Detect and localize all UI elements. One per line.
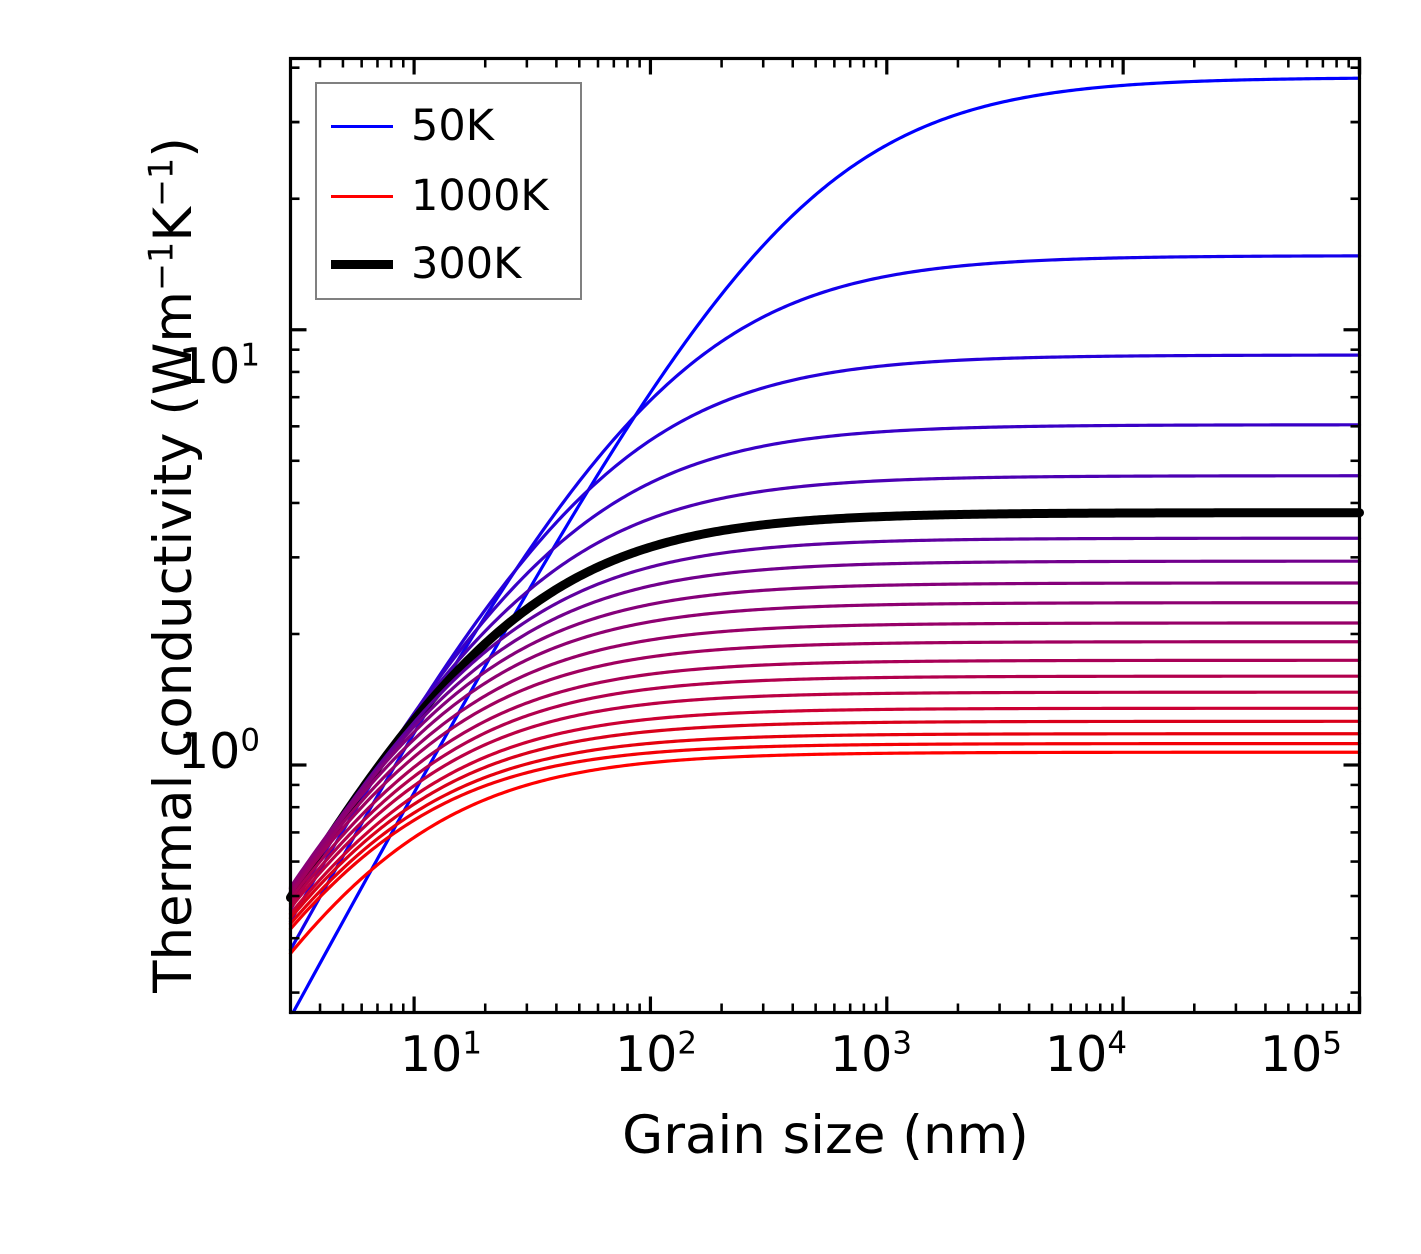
data-line-t4 [288, 423, 1362, 912]
y-axis-label-wrapper: Thermal conductivity (Wm−1K−1) [138, 75, 208, 1055]
data-line-t18 [288, 741, 1362, 931]
data-line-300k [286, 508, 1364, 903]
x-axis-label: Grain size (nm) [622, 1104, 1029, 1166]
y-axis-label: Thermal conductivity (Wm−1K−1) [140, 137, 204, 993]
axis-ticks [289, 58, 1362, 1013]
data-line-t16 [288, 719, 1362, 920]
legend-label-50k: 50K [411, 100, 494, 151]
data-line-t7 [288, 559, 1362, 891]
y-tick-label-0: 100 [178, 722, 260, 780]
data-line-t13 [288, 674, 1362, 906]
data-line-t15 [288, 706, 1362, 916]
legend-entry-50k: 50K [331, 100, 494, 151]
x-axis-label-wrapper: Grain size (nm) [290, 1100, 1361, 1170]
legend-swatch-50k [331, 124, 393, 128]
legend-label-1000k: 1000K [411, 170, 549, 221]
data-line-t6 [288, 536, 1362, 894]
legend-swatch-300k [331, 259, 393, 269]
data-line-t17 [288, 732, 1362, 926]
data-line-t11 [288, 640, 1362, 896]
legend: 50K 1000K 300K [315, 82, 582, 300]
data-line-t3 [288, 353, 1362, 923]
axes-frame [288, 56, 1362, 1015]
y-tick-label-1: 101 [178, 337, 260, 395]
data-line-t8 [288, 581, 1362, 889]
x-tick-label-5: 105 [1260, 1025, 1342, 1083]
data-line-t9 [288, 601, 1362, 891]
curves-group [286, 76, 1364, 1015]
plot-frame [288, 56, 1362, 1015]
x-tick-label-2: 102 [615, 1025, 697, 1083]
x-tick-label-1: 101 [400, 1025, 482, 1083]
x-tick-label-4: 104 [1045, 1025, 1127, 1083]
data-line-t10 [288, 621, 1362, 893]
legend-entry-1000k: 1000K [331, 170, 549, 221]
data-line-1000k [288, 750, 1362, 956]
data-line-t12 [288, 658, 1362, 901]
legend-label-300k: 300K [411, 238, 522, 289]
legend-swatch-1000k [331, 194, 393, 198]
data-line-t2 [288, 254, 1362, 952]
data-line-t14 [288, 690, 1362, 910]
data-line-t5 [288, 474, 1362, 903]
legend-entry-300k: 300K [331, 238, 522, 289]
x-tick-label-3: 103 [830, 1025, 912, 1083]
